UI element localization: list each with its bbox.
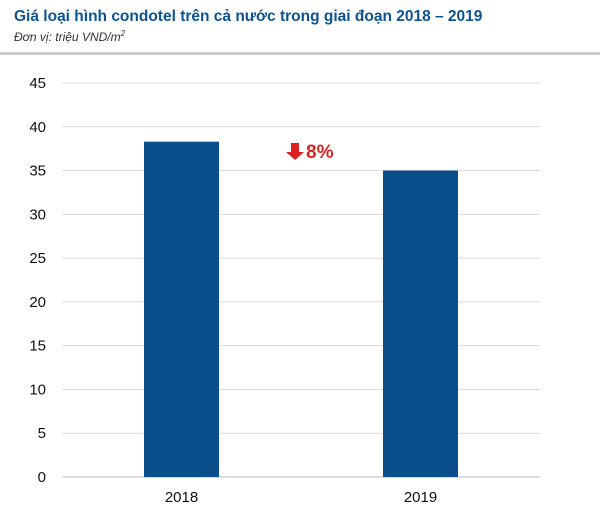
header-divider — [0, 52, 600, 55]
chart-title: Giá loại hình condotel trên cả nước tron… — [14, 8, 483, 25]
y-tick-label: 30 — [29, 206, 46, 223]
y-tick-label: 5 — [38, 425, 46, 442]
bars — [144, 141, 458, 478]
unit-text: Đơn vị: triệu VND/m — [14, 30, 121, 44]
y-tick-label: 10 — [29, 381, 46, 398]
x-axis-ticks: 2018 2019 — [165, 489, 437, 506]
y-tick-label: 25 — [29, 250, 46, 267]
unit-superscript: 2 — [120, 29, 126, 38]
y-tick-label: 35 — [29, 163, 46, 180]
bar-2019 — [383, 170, 458, 478]
bar-2018 — [144, 141, 219, 477]
x-tick-label: 2019 — [404, 489, 437, 506]
y-axis-ticks: 0 5 10 15 20 25 30 35 40 45 — [29, 75, 46, 486]
change-annotation: 8% — [286, 142, 334, 163]
x-tick-label: 2018 — [165, 489, 198, 506]
y-tick-label: 20 — [29, 294, 46, 311]
y-tick-label: 45 — [29, 75, 46, 92]
y-tick-label: 0 — [38, 469, 46, 486]
y-tick-label: 40 — [29, 119, 46, 136]
down-arrow-icon — [286, 143, 304, 160]
gridlines — [62, 82, 540, 478]
change-percentage: 8% — [306, 142, 334, 163]
unit-label: Đơn vị: triệu VND/m2 — [14, 29, 125, 44]
y-tick-label: 15 — [29, 338, 46, 355]
